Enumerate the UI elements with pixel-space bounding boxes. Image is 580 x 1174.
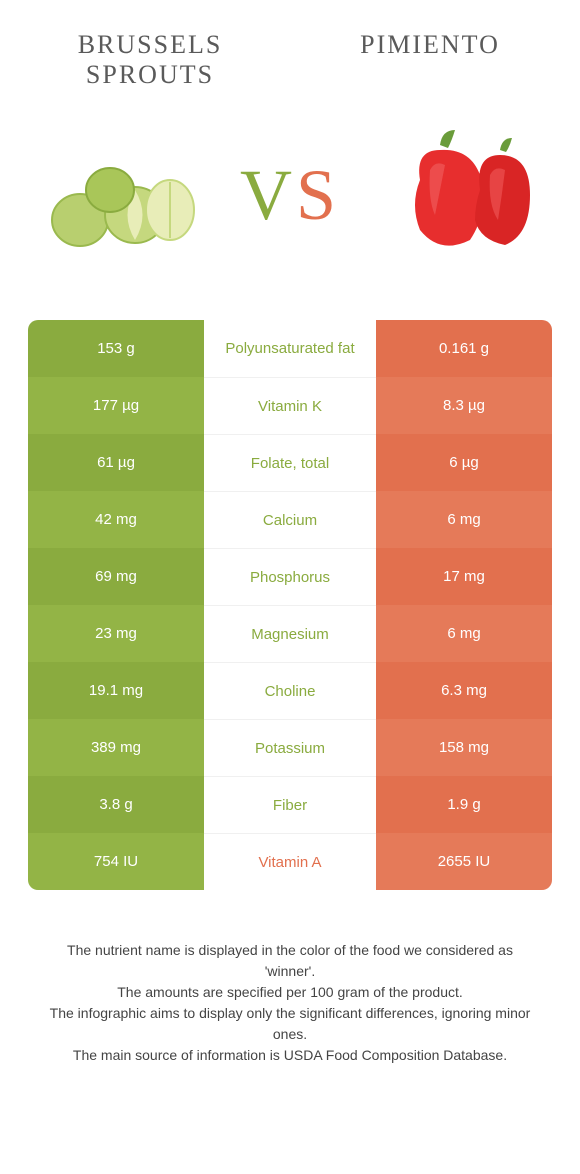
right-food-title: PIMIENTO [330,30,530,90]
left-value: 23 mg [28,605,204,662]
nutrient-label: Potassium [204,719,376,776]
left-value: 42 mg [28,491,204,548]
nutrient-table: 153 gPolyunsaturated fat0.161 g177 µgVit… [28,320,552,890]
left-value: 389 mg [28,719,204,776]
nutrient-row: 19.1 mgCholine6.3 mg [28,662,552,719]
nutrient-row: 754 IUVitamin A2655 IU [28,833,552,890]
nutrient-label: Vitamin K [204,377,376,434]
infographic-footer: The nutrient name is displayed in the co… [40,940,540,1066]
right-value: 0.161 g [376,320,552,377]
nutrient-label: Magnesium [204,605,376,662]
nutrient-row: 177 µgVitamin K8.3 µg [28,377,552,434]
nutrient-row: 153 gPolyunsaturated fat0.161 g [28,320,552,377]
left-value: 177 µg [28,377,204,434]
pimiento-image [380,120,540,270]
nutrient-row: 69 mgPhosphorus17 mg [28,548,552,605]
right-value: 1.9 g [376,776,552,833]
left-value: 19.1 mg [28,662,204,719]
left-value: 153 g [28,320,204,377]
nutrient-label: Phosphorus [204,548,376,605]
nutrient-label: Choline [204,662,376,719]
footer-line2: The amounts are specified per 100 gram o… [40,982,540,1003]
nutrient-row: 3.8 gFiber1.9 g [28,776,552,833]
nutrient-row: 42 mgCalcium6 mg [28,491,552,548]
right-value: 17 mg [376,548,552,605]
right-value: 2655 IU [376,833,552,890]
vs-v-letter: V [240,155,296,235]
nutrient-label: Folate, total [204,434,376,491]
footer-line1: The nutrient name is displayed in the co… [40,940,540,982]
nutrient-row: 23 mgMagnesium6 mg [28,605,552,662]
nutrient-row: 389 mgPotassium158 mg [28,719,552,776]
images-row: VS [0,100,580,300]
right-value: 158 mg [376,719,552,776]
nutrient-row: 61 µgFolate, total6 µg [28,434,552,491]
nutrient-label: Calcium [204,491,376,548]
footer-line3: The infographic aims to display only the… [40,1003,540,1045]
footer-line4: The main source of information is USDA F… [40,1045,540,1066]
right-value: 6 µg [376,434,552,491]
right-value: 6.3 mg [376,662,552,719]
header: BRUSSELS SPROUTS PIMIENTO [0,0,580,100]
left-value: 69 mg [28,548,204,605]
nutrient-label: Vitamin A [204,833,376,890]
brussels-sprouts-image [40,120,200,270]
vs-s-letter: S [296,155,340,235]
left-value: 754 IU [28,833,204,890]
left-value: 3.8 g [28,776,204,833]
right-value: 6 mg [376,491,552,548]
nutrient-label: Fiber [204,776,376,833]
nutrient-label: Polyunsaturated fat [204,320,376,377]
left-value: 61 µg [28,434,204,491]
left-food-title: BRUSSELS SPROUTS [50,30,250,90]
right-value: 6 mg [376,605,552,662]
right-value: 8.3 µg [376,377,552,434]
vs-label: VS [240,154,340,237]
